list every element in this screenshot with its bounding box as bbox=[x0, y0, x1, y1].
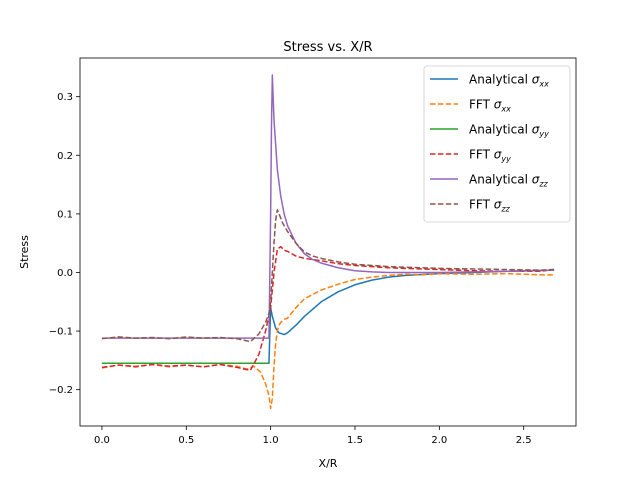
y-tick-label: 0.0 bbox=[57, 268, 73, 279]
chart-title: Stress vs. X/R bbox=[283, 40, 372, 55]
series-line-fft-xx bbox=[101, 272, 555, 410]
sigma-symbol: σ bbox=[494, 198, 502, 212]
legend-series-component: yy bbox=[538, 130, 549, 139]
legend-label: FFT σxx bbox=[469, 98, 511, 114]
legend-label: FFT σyy bbox=[469, 148, 511, 164]
legend-series-name: Analytical bbox=[469, 123, 532, 137]
y-tick-label: 0.3 bbox=[57, 92, 73, 103]
legend-label: Analytical σxx bbox=[469, 73, 549, 89]
legend-series-name: FFT bbox=[469, 148, 494, 162]
x-tick-label: 2.0 bbox=[431, 435, 447, 446]
plot-frame bbox=[79, 57, 577, 427]
x-tick-label: 0.5 bbox=[178, 435, 194, 446]
legend-series-name: Analytical bbox=[469, 173, 532, 187]
series-line-analytical-zz bbox=[101, 74, 555, 339]
legend-label: Analytical σyy bbox=[469, 123, 549, 139]
sigma-symbol: σ bbox=[532, 173, 540, 187]
series-line-fft-zz bbox=[101, 209, 555, 343]
y-tick-label: 0.1 bbox=[57, 209, 73, 220]
x-tick-label: 2.5 bbox=[516, 435, 532, 446]
legend-series-name: Analytical bbox=[469, 73, 532, 87]
legend-series-name: FFT bbox=[469, 198, 494, 212]
x-tick-label: 1.5 bbox=[347, 435, 363, 446]
x-axis-label: X/R bbox=[319, 457, 338, 470]
legend-series-name: FFT bbox=[469, 98, 494, 112]
legend-label: FFT σzz bbox=[469, 198, 511, 214]
x-tick-label: 1.0 bbox=[263, 435, 279, 446]
series-line-fft-yy bbox=[101, 245, 555, 372]
sigma-symbol: σ bbox=[532, 123, 540, 137]
legend-box bbox=[423, 65, 571, 223]
y-axis: −0.2 −0.1 0.0 0.1 0.2 0.3 bbox=[49, 92, 80, 396]
legend-series-component: zz bbox=[538, 180, 548, 189]
x-axis: 0.0 0.5 1.0 1.5 2.0 2.5 bbox=[94, 426, 532, 446]
legend-series-component: zz bbox=[500, 205, 510, 214]
sigma-symbol: σ bbox=[494, 148, 502, 162]
y-tick-label: −0.2 bbox=[49, 385, 73, 396]
y-tick-label: −0.1 bbox=[49, 327, 73, 338]
sigma-symbol: σ bbox=[494, 98, 502, 112]
y-axis-label: Stress bbox=[18, 235, 31, 269]
legend-series-component: yy bbox=[500, 155, 511, 164]
y-tick-label: 0.2 bbox=[57, 151, 73, 162]
legend-series-component: xx bbox=[500, 105, 511, 114]
legend-label: Analytical σzz bbox=[469, 173, 549, 189]
series-layer bbox=[101, 74, 555, 410]
sigma-symbol: σ bbox=[532, 73, 540, 87]
legend-series-component: xx bbox=[538, 80, 549, 89]
x-tick-label: 0.0 bbox=[94, 435, 110, 446]
